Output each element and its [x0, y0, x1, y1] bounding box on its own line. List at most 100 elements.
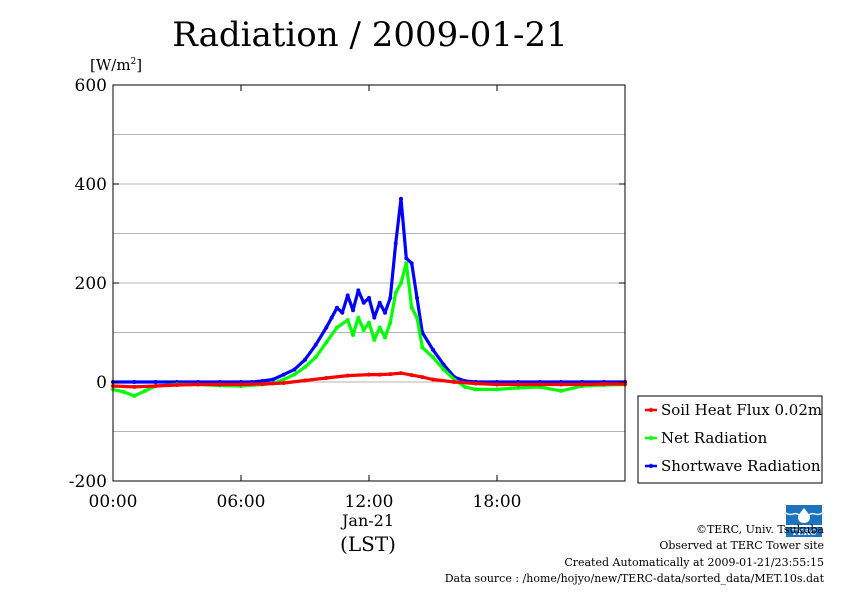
data-point-soil-heat-flux-0-02m	[345, 373, 350, 378]
data-point-net-radiation	[313, 355, 318, 360]
data-point-net-radiation	[350, 332, 355, 337]
data-point-net-radiation	[559, 388, 564, 393]
data-point-soil-heat-flux-0-02m	[388, 372, 393, 377]
y-axis-label-suffix: ]	[136, 56, 142, 74]
x-tick-label: 18:00	[473, 492, 522, 512]
data-point-net-radiation	[409, 305, 414, 310]
series-line-soil-heat-flux-0-02m	[111, 371, 627, 389]
data-point-soil-heat-flux-0-02m	[377, 372, 382, 377]
y-axis-label-superscript: 2	[131, 57, 137, 67]
data-point-net-radiation	[377, 325, 382, 330]
y-tick-label: 400	[75, 175, 107, 195]
data-point-soil-heat-flux-0-02m	[217, 382, 222, 387]
data-point-soil-heat-flux-0-02m	[238, 382, 243, 387]
data-point-net-radiation	[494, 387, 499, 392]
data-point-soil-heat-flux-0-02m	[516, 382, 521, 387]
terc-logo-icon: TERC	[783, 503, 825, 539]
x-tick-label: 00:00	[89, 492, 138, 512]
data-point-soil-heat-flux-0-02m	[601, 381, 606, 386]
legend-label: Net Radiation	[661, 429, 768, 447]
x-tick-label: 12:00	[345, 492, 394, 512]
data-point-shortwave-radiation	[302, 357, 307, 362]
data-point-net-radiation	[372, 337, 377, 342]
data-point-shortwave-radiation	[366, 295, 371, 300]
data-point-soil-heat-flux-0-02m	[132, 384, 137, 389]
data-point-soil-heat-flux-0-02m	[196, 382, 201, 387]
data-point-net-radiation	[356, 315, 361, 320]
data-point-net-radiation	[324, 340, 329, 345]
data-point-shortwave-radiation	[324, 325, 329, 330]
data-point-soil-heat-flux-0-02m	[559, 382, 564, 387]
legend-marker	[648, 463, 654, 469]
data-point-net-radiation	[404, 261, 409, 266]
x-date-label: Jan-21	[340, 511, 394, 530]
data-point-soil-heat-flux-0-02m	[420, 375, 425, 380]
legend-label: Soil Heat Flux 0.02m	[661, 401, 822, 419]
x-tick-label: 06:00	[217, 492, 266, 512]
data-point-shortwave-radiation	[382, 310, 387, 315]
data-point-net-radiation	[430, 355, 435, 360]
data-point-shortwave-radiation	[153, 379, 158, 384]
y-axis-label: [W/m2]	[90, 56, 142, 74]
data-point-net-radiation	[361, 327, 366, 332]
data-point-shortwave-radiation	[292, 367, 297, 372]
data-point-net-radiation	[441, 367, 446, 372]
data-point-soil-heat-flux-0-02m	[398, 371, 403, 376]
data-point-net-radiation	[414, 315, 419, 320]
legend: Soil Heat Flux 0.02m Net Radiation Shortwa…	[637, 395, 823, 484]
y-tick-label: 200	[75, 274, 107, 294]
data-point-soil-heat-flux-0-02m	[580, 382, 585, 387]
data-point-shortwave-radiation	[377, 300, 382, 305]
tick-layer: -200 0 200 400 600 00:00 06:00 12:00 18:00	[69, 76, 625, 512]
data-point-net-radiation	[345, 318, 350, 323]
data-point-net-radiation	[398, 280, 403, 285]
y-axis-label-unit: [W/m	[90, 56, 131, 74]
data-point-net-radiation	[334, 325, 339, 330]
data-point-soil-heat-flux-0-02m	[409, 373, 414, 378]
footer-created: Created Automatically at 2009-01-21/23:5…	[564, 556, 824, 569]
data-point-shortwave-radiation	[340, 310, 345, 315]
y-tick-label: 0	[96, 373, 107, 393]
data-point-shortwave-radiation	[414, 295, 419, 300]
data-point-net-radiation	[302, 365, 307, 370]
data-point-soil-heat-flux-0-02m	[452, 379, 457, 384]
data-point-net-radiation	[121, 389, 126, 394]
legend-marker	[648, 407, 654, 413]
footer-source: Data source : /home/hojyo/new/TERC-data/…	[444, 572, 824, 585]
data-point-net-radiation	[473, 387, 478, 392]
data-point-shortwave-radiation	[345, 293, 350, 298]
data-point-shortwave-radiation	[441, 362, 446, 367]
data-point-shortwave-radiation	[281, 372, 286, 377]
data-point-soil-heat-flux-0-02m	[537, 382, 542, 387]
data-point-shortwave-radiation	[329, 315, 334, 320]
chart-title: Radiation / 2009-01-21	[172, 15, 568, 55]
legend-marker	[648, 435, 654, 441]
data-point-shortwave-radiation	[132, 379, 137, 384]
data-point-shortwave-radiation	[350, 308, 355, 313]
data-point-soil-heat-flux-0-02m	[366, 372, 371, 377]
data-point-shortwave-radiation	[270, 377, 275, 382]
data-point-soil-heat-flux-0-02m	[260, 381, 265, 386]
data-point-shortwave-radiation	[393, 241, 398, 246]
data-point-soil-heat-flux-0-02m	[302, 378, 307, 383]
data-point-net-radiation	[292, 372, 297, 377]
data-point-soil-heat-flux-0-02m	[174, 382, 179, 387]
data-point-soil-heat-flux-0-02m	[324, 375, 329, 380]
legend-label: Shortwave Radiation	[661, 457, 821, 475]
data-point-net-radiation	[142, 388, 147, 393]
data-point-net-radiation	[388, 320, 393, 325]
data-point-shortwave-radiation	[334, 305, 339, 310]
footer-copyright: ©TERC, Univ. Tsukuba	[695, 523, 824, 536]
legend-items: Soil Heat Flux 0.02m Net Radiation Shortwa…	[645, 401, 822, 475]
data-point-shortwave-radiation	[372, 315, 377, 320]
x-axis-label: (LST)	[340, 532, 396, 556]
y-tick-label: 600	[75, 76, 107, 96]
data-point-shortwave-radiation	[398, 196, 403, 201]
data-point-soil-heat-flux-0-02m	[494, 382, 499, 387]
data-point-soil-heat-flux-0-02m	[430, 377, 435, 382]
data-point-net-radiation	[366, 320, 371, 325]
data-point-net-radiation	[420, 345, 425, 350]
data-point-soil-heat-flux-0-02m	[153, 383, 158, 388]
legend-box	[637, 395, 823, 484]
